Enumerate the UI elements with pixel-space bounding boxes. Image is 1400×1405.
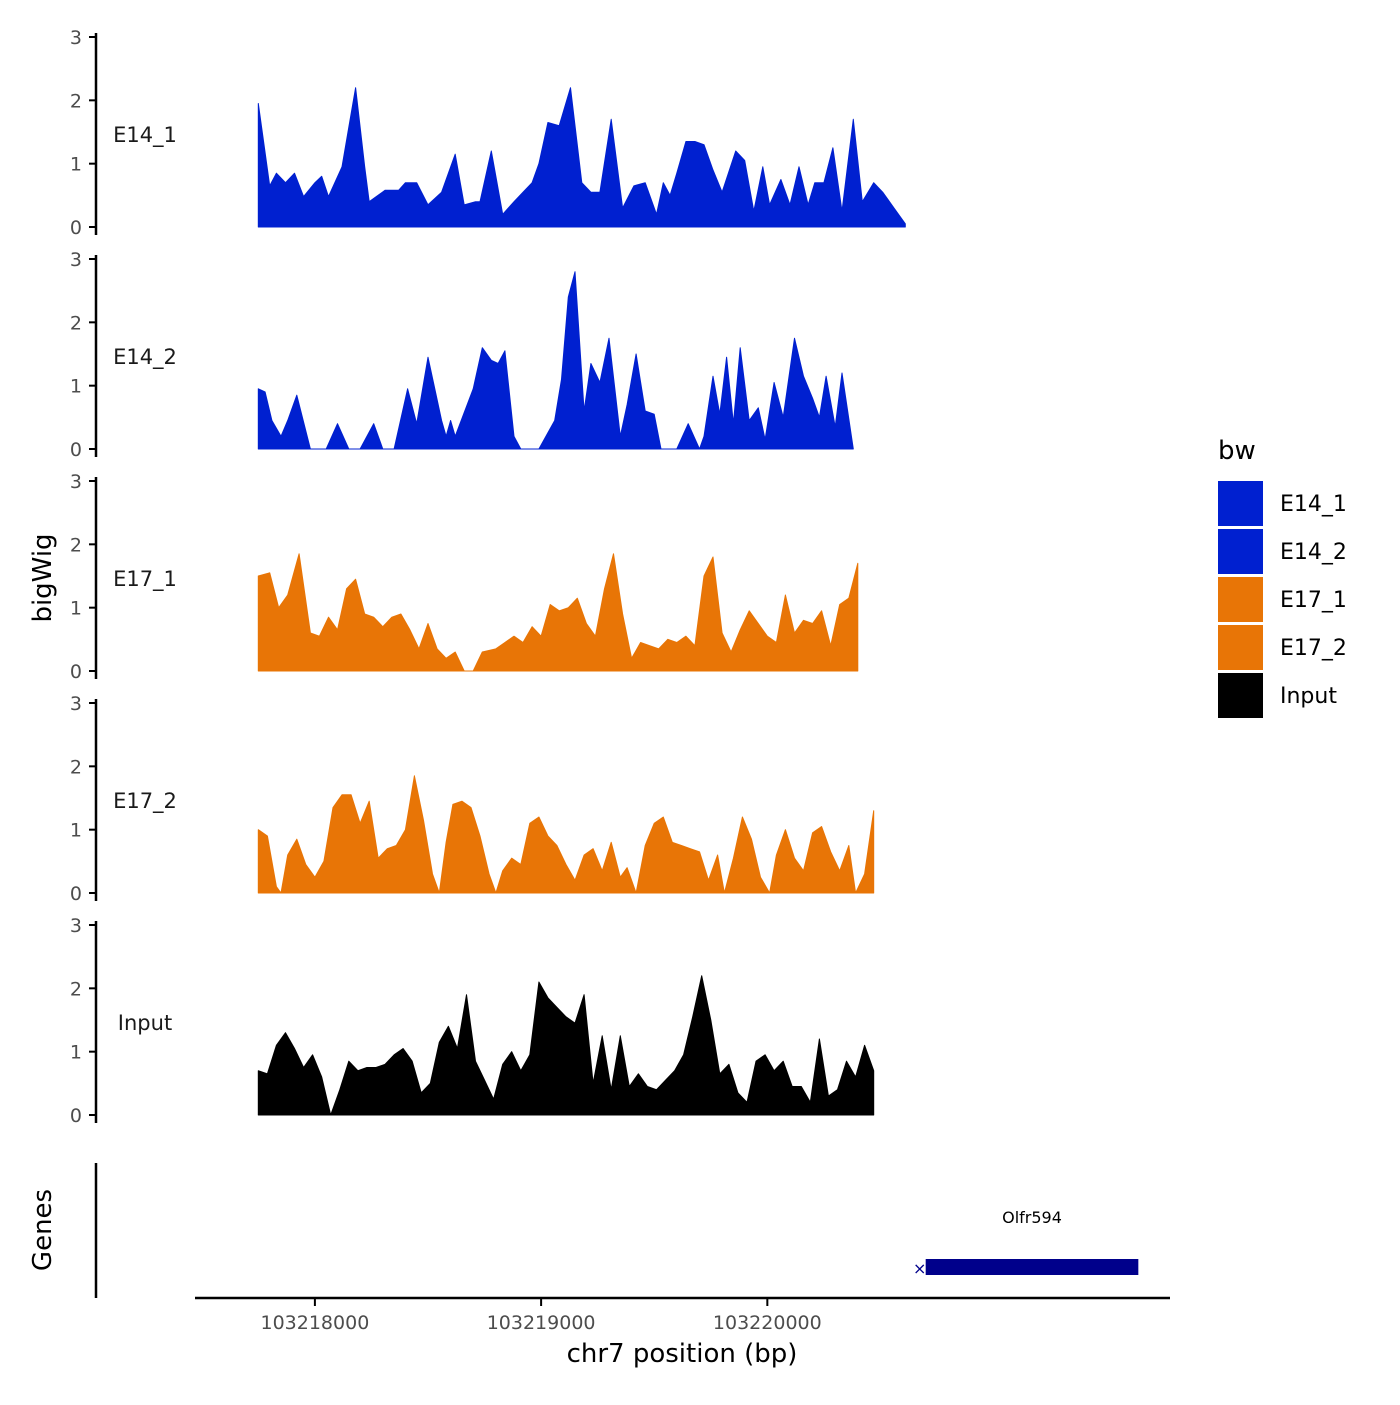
track-label: Input [118,1011,172,1035]
legend-title: bw [1218,436,1256,466]
y-tick-label: 2 [70,534,82,556]
y-axis-title: bigWig [28,533,58,622]
track-label: E14_2 [113,345,177,370]
y-tick-label: 3 [70,915,82,937]
x-axis-title: chr7 position (bp) [567,1339,798,1369]
y-tick-label: 1 [70,1042,82,1064]
y-tick-label: 0 [70,217,82,239]
legend-swatch-E14_2 [1218,529,1263,574]
track-E14_1: 0 1 2 3 E14_1 [70,27,906,239]
track-E17_1: 0 1 2 3 E17_1 [70,471,859,683]
y-tick-label: 0 [70,883,82,905]
signal-area-E14_2 [257,271,854,450]
legend-swatch-Input [1218,673,1263,718]
y-tick-label: 1 [70,820,82,842]
x-axis: chr7 position (bp) 103218000 103219000 103… [195,1296,1170,1369]
x-tick-label: 103220000 [713,1312,822,1334]
y-tick-label: 3 [70,27,82,49]
signal-area-E14_1 [257,87,906,228]
legend-label-E14_1: E14_1 [1280,492,1347,517]
legend-swatch-E17_2 [1218,625,1263,670]
track-E14_2: 0 1 2 3 E14_2 [70,249,854,461]
legend-label-E14_2: E14_2 [1280,540,1347,565]
y-tick-label: 0 [70,661,82,683]
legend-label-Input: Input [1280,684,1337,709]
y-tick-label: 3 [70,471,82,493]
y-tick-label: 2 [70,312,82,334]
y-tick-label: 2 [70,756,82,778]
track-label: E17_1 [113,567,177,592]
x-tick-label: 103218000 [260,1312,369,1334]
gene-label: Olfr594 [1002,1208,1062,1227]
y-tick-label: 1 [70,376,82,398]
legend-swatch-E14_1 [1218,481,1263,526]
genes-title: Genes [28,1189,58,1271]
tracks-group: 0 1 2 3 E14_1 0 1 2 3 E14_2 0 1 2 3 E17_1 0 1 2 3 E17_2 0 1 2 3… [70,27,906,1127]
legend-swatch-E17_1 [1218,577,1263,622]
y-tick-label: 2 [70,90,82,112]
y-tick-label: 3 [70,693,82,715]
y-tick-label: 1 [70,154,82,176]
legend-label-E17_1: E17_1 [1280,588,1347,613]
y-tick-label: 3 [70,249,82,271]
signal-area-E17_1 [257,553,859,672]
track-label: E14_1 [113,123,177,148]
track-E17_2: 0 1 2 3 E17_2 [70,693,875,905]
y-tick-label: 2 [70,978,82,1000]
y-tick-label: 0 [70,1105,82,1127]
gene-strand-marker: × [913,1259,926,1278]
gene-Olfr594: × Olfr594 [913,1208,1139,1278]
y-tick-label: 1 [70,598,82,620]
x-tick-label: 103219000 [487,1312,596,1334]
genes-panel: Genes × Olfr594 [28,1163,1139,1298]
track-Input: 0 1 2 3 Input [70,915,875,1127]
y-tick-label: 0 [70,439,82,461]
legend: bw E14_1 E14_2 E17_1 E17_2 Input [1218,436,1347,718]
legend-label-E17_2: E17_2 [1280,636,1347,661]
gene-body [925,1259,1139,1275]
track-label: E17_2 [113,789,177,814]
signal-area-E17_2 [257,775,875,894]
signal-area-Input [257,975,875,1116]
